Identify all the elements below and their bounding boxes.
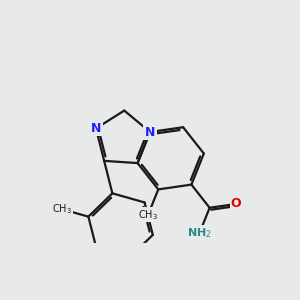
Text: N: N — [145, 125, 155, 139]
Text: CH$_3$: CH$_3$ — [138, 208, 158, 222]
Text: CH$_3$: CH$_3$ — [52, 202, 72, 216]
Text: NH$_2$: NH$_2$ — [188, 226, 212, 239]
Text: O: O — [231, 197, 242, 211]
Text: N: N — [91, 122, 101, 135]
